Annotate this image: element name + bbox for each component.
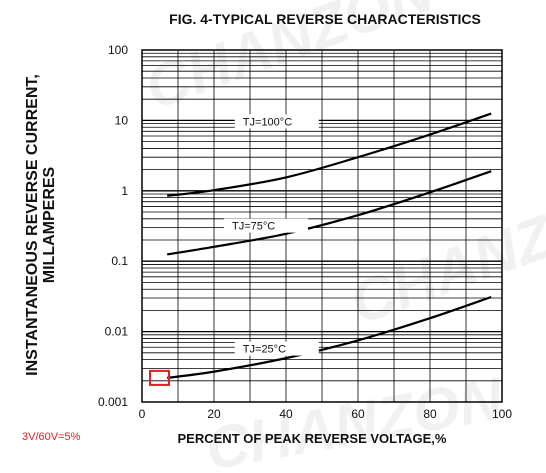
axis-ticks: 0 20 40 60 80 100 0.001 0.01 0.1 1 10 100 xyxy=(98,43,512,421)
x-axis-title: PERCENT OF PEAK REVERSE VOLTAGE,% xyxy=(178,431,447,446)
x-tick-label: 20 xyxy=(207,407,221,421)
highlight-box xyxy=(149,369,170,386)
y-tick-label: 1 xyxy=(121,184,128,198)
chart-title: FIG. 4-TYPICAL REVERSE CHARACTERISTICS xyxy=(169,11,481,27)
x-tick-label: 0 xyxy=(139,407,146,421)
x-tick-label: 40 xyxy=(279,407,293,421)
series-label-background xyxy=(234,341,319,356)
x-tick-label: 60 xyxy=(351,407,365,421)
annotation-text: 3V/60V=5% xyxy=(22,431,81,443)
y-tick-label: 100 xyxy=(108,43,128,57)
series-label: TJ=75°C xyxy=(232,221,275,233)
y-tick-label: 0.001 xyxy=(98,395,128,409)
series-line xyxy=(167,112,492,197)
y-tick-label: 0.1 xyxy=(111,254,128,268)
y-tick-label: 10 xyxy=(115,113,129,127)
x-tick-label: 80 xyxy=(423,407,437,421)
y-axis-title-line2: MILLAMPERES xyxy=(41,166,58,283)
series-label-background xyxy=(234,114,319,129)
series: TJ=100°C TJ=75°C TJ=25°C xyxy=(149,112,492,386)
y-tick-label: 0.01 xyxy=(105,325,129,339)
series-label-background xyxy=(224,218,308,233)
series-label: TJ=25°C xyxy=(243,344,286,356)
series-label: TJ=100°C xyxy=(243,116,292,128)
series-line xyxy=(167,295,492,379)
series-line xyxy=(167,170,492,256)
x-tick-label: 100 xyxy=(492,407,512,421)
watermark-2: CHANZON xyxy=(342,171,546,337)
y-axis-title-line1: INSTANTANEOUS REVERSE CURRENT, xyxy=(24,74,41,376)
